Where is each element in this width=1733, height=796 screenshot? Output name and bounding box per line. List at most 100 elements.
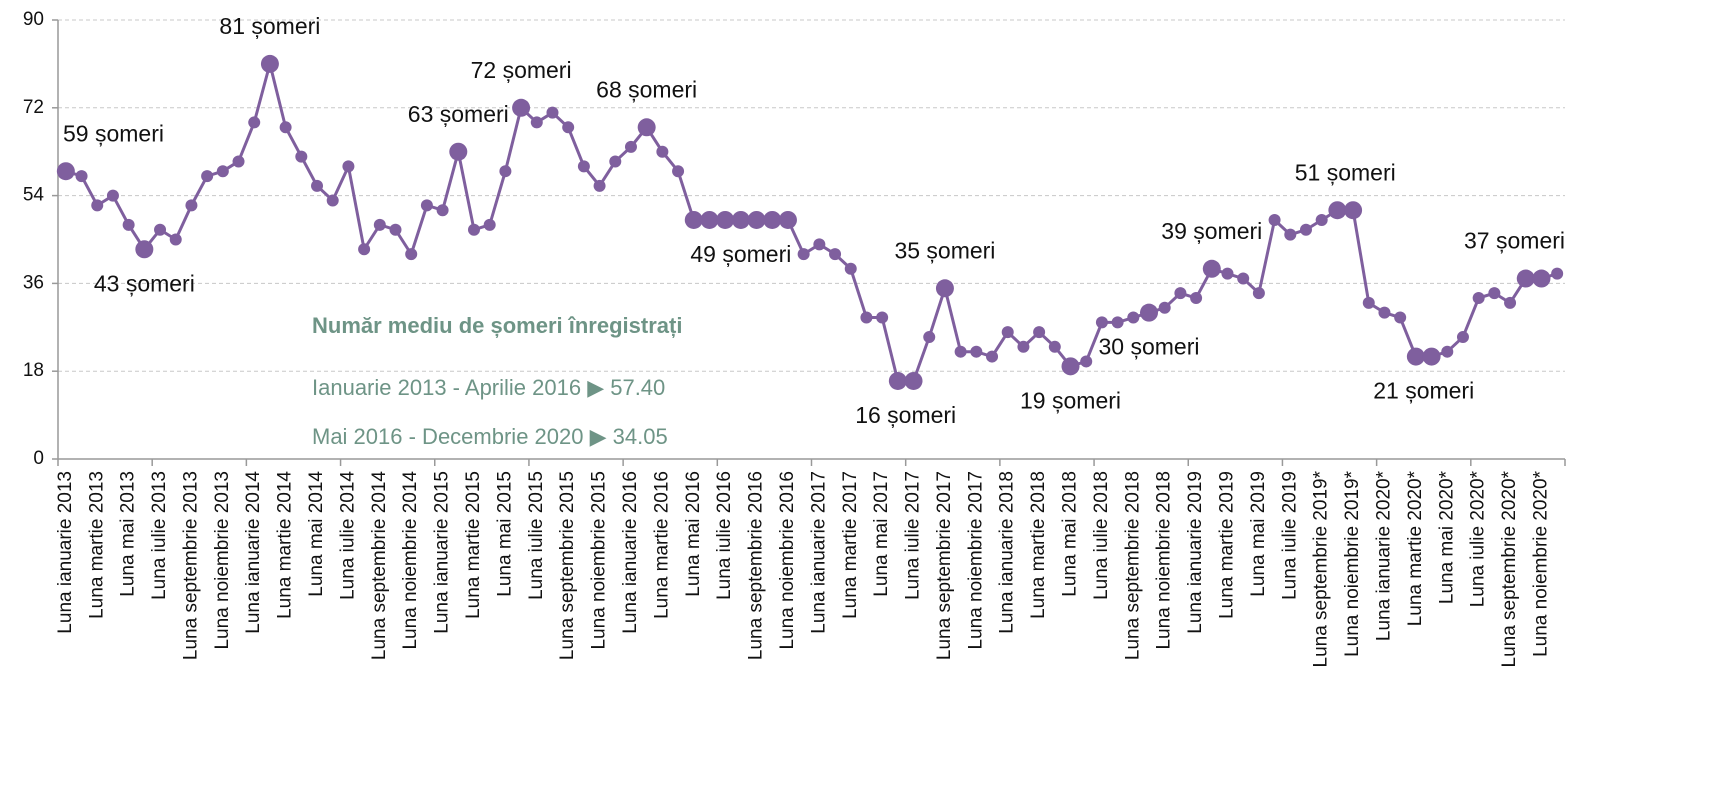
data-label: 68 șomeri [596, 76, 697, 102]
x-tick-label: Luna martie 2020* [1405, 470, 1426, 626]
marker [1394, 311, 1407, 324]
marker [1127, 311, 1140, 324]
data-label: 63 șomeri [408, 101, 509, 127]
data-label: 72 șomeri [471, 57, 572, 83]
marker [248, 116, 261, 129]
marker [530, 116, 543, 129]
marker [232, 155, 245, 168]
marker [135, 240, 154, 259]
data-label: 43 șomeri [94, 270, 195, 296]
marker [813, 238, 826, 251]
y-tick-label: 0 [33, 448, 44, 469]
marker [342, 160, 355, 173]
marker [700, 210, 719, 229]
marker [1284, 228, 1297, 241]
marker [326, 194, 339, 207]
x-tick-label: Luna noiembrie 2015 [589, 471, 610, 650]
x-tick-label: Luna ianuarie 2014 [243, 471, 264, 634]
y-tick-label: 90 [23, 9, 44, 30]
marker [546, 106, 559, 119]
x-tick-label: Luna martie 2017 [840, 471, 861, 619]
marker [512, 98, 531, 117]
marker [260, 54, 279, 73]
marker [75, 170, 88, 183]
x-tick-label: Luna iulie 2018 [1091, 471, 1112, 600]
marker [56, 162, 75, 181]
annotation-title: Număr mediu de șomeri înregistrați [312, 313, 682, 338]
marker [1378, 306, 1391, 319]
marker [593, 179, 606, 192]
data-label: 37 șomeri [1464, 228, 1565, 254]
marker [716, 210, 735, 229]
marker [1472, 292, 1485, 305]
marker [1061, 357, 1080, 376]
marker [778, 210, 797, 229]
data-label: 19 șomeri [1020, 387, 1121, 413]
marker [1202, 259, 1221, 278]
marker [609, 155, 622, 168]
marker [1268, 213, 1281, 226]
x-tick-label: Luna septembrie 2014 [369, 471, 390, 661]
x-tick-label: Luna iulie 2016 [714, 471, 735, 600]
marker [216, 165, 229, 178]
x-tick-label: Luna martie 2014 [275, 471, 296, 619]
x-tick-label: Luna septembrie 2013 [180, 471, 201, 660]
x-tick-label: Luna martie 2019 [1217, 471, 1238, 619]
marker [562, 121, 575, 134]
x-tick-label: Luna noiembrie 2020* [1530, 470, 1551, 657]
marker [106, 189, 119, 202]
marker [986, 350, 999, 363]
plot: 0 18 36 54 72 90 Luna ianuarie 2013 Luna martie… [23, 9, 1566, 667]
marker [389, 223, 402, 236]
marker [279, 121, 292, 134]
x-tick-label: Luna septembrie 2017 [934, 471, 955, 660]
marker [467, 223, 480, 236]
marker [1422, 347, 1441, 366]
marker [1174, 287, 1187, 300]
marker [1017, 340, 1030, 353]
marker [1406, 347, 1425, 366]
marker [1252, 287, 1265, 300]
x-tick-label: Luna mai 2017 [871, 471, 892, 597]
marker [935, 279, 954, 298]
marker [1048, 340, 1061, 353]
x-tick-label: Luna ianuarie 2016 [620, 471, 641, 634]
marker [420, 199, 433, 212]
x-tick-label: Luna noiembrie 2016 [777, 471, 798, 650]
marker [1532, 269, 1551, 288]
marker [1158, 301, 1171, 314]
marker [904, 371, 923, 390]
x-tick-label: Luna mai 2015 [494, 471, 515, 597]
marker [91, 199, 104, 212]
marker [888, 371, 907, 390]
data-label: 81 șomeri [219, 13, 320, 39]
x-tick-label: Luna iulie 2017 [903, 471, 924, 600]
marker [684, 210, 703, 229]
marker [860, 311, 873, 324]
x-tick-label: Luna noiembrie 2014 [400, 471, 421, 650]
annotation: Mai 2016 - Decembrie 2020 ▶ 34.05 [312, 424, 668, 449]
marker [185, 199, 198, 212]
marker [1456, 331, 1469, 344]
x-tick-label: Luna septembrie 2015 [557, 471, 578, 660]
x-tick-label: Luna mai 2013 [118, 471, 139, 597]
marker [1344, 201, 1363, 220]
marker [154, 223, 167, 236]
x-tick-label: Luna septembrie 2019* [1311, 470, 1332, 667]
marker [637, 118, 656, 137]
x-tick-label: Luna ianuarie 2013 [55, 471, 76, 634]
x-tick-label: Luna iulie 2020* [1468, 470, 1489, 607]
marker [923, 331, 936, 344]
marker [1001, 326, 1014, 339]
marker [311, 179, 324, 192]
marker [656, 145, 669, 158]
data-label: 51 șomeri [1295, 159, 1396, 185]
marker [1362, 296, 1375, 309]
x-tick-label: Luna iulie 2019 [1279, 471, 1300, 600]
data-label: 21 șomeri [1373, 378, 1474, 404]
marker [763, 210, 782, 229]
marker [295, 150, 308, 163]
x-tick-label: Luna iulie 2014 [337, 471, 358, 600]
y-tick-label: 36 [23, 272, 44, 293]
y-tick-label: 18 [23, 360, 44, 381]
